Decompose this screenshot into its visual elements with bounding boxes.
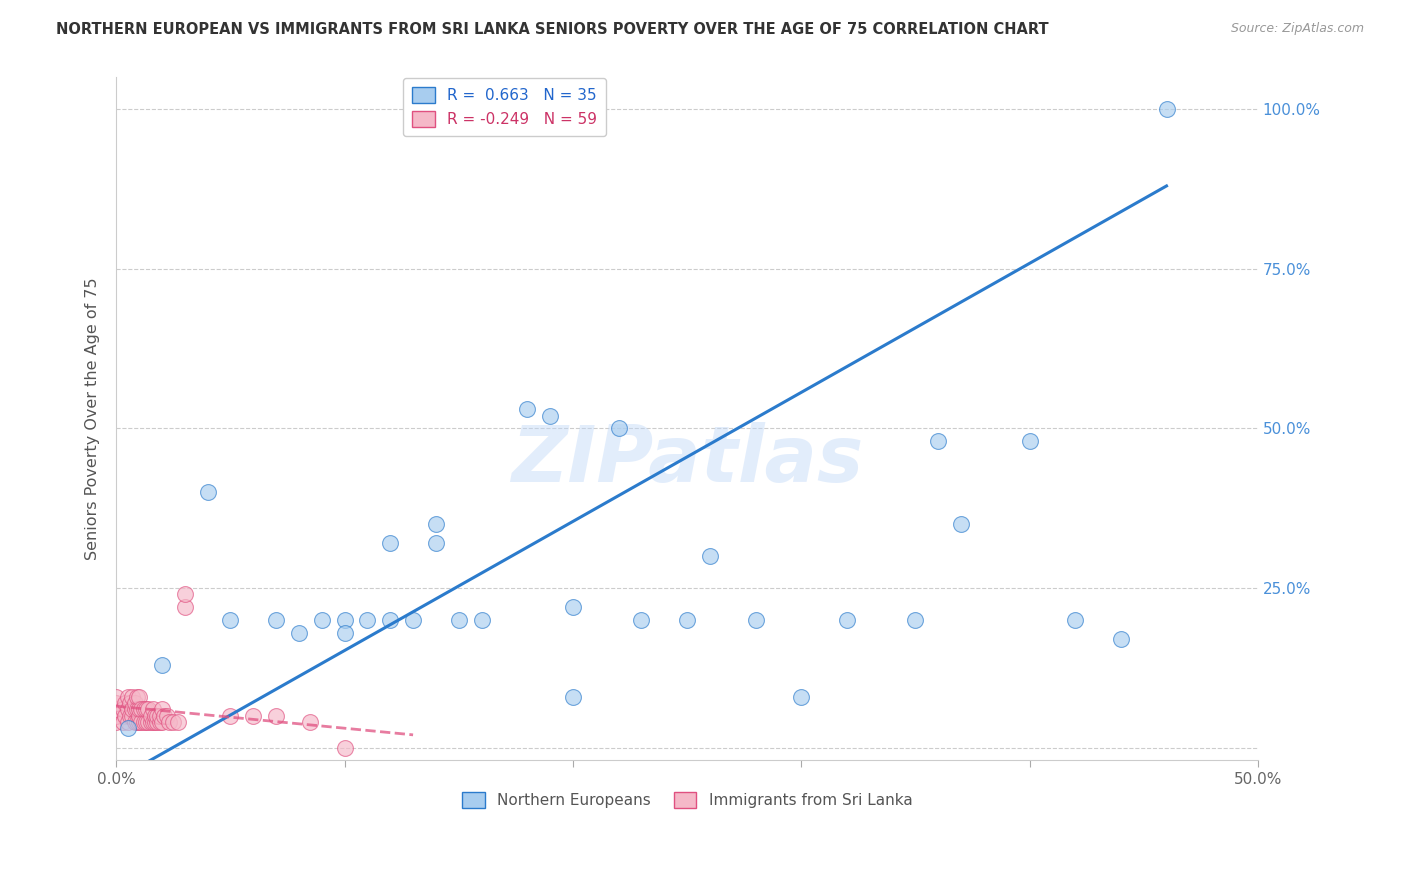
Point: [607, 421, 630, 435]
Point: [105, 715, 128, 730]
Point: [117, 715, 139, 730]
Point: [121, 708, 143, 723]
Point: [950, 517, 973, 532]
Point: [117, 702, 139, 716]
Point: [128, 708, 150, 723]
Point: [219, 613, 242, 627]
Point: [425, 517, 447, 532]
Point: [402, 613, 425, 627]
Point: [311, 613, 333, 627]
Point: [173, 587, 195, 601]
Point: [516, 402, 538, 417]
Point: [676, 613, 699, 627]
Point: [538, 409, 561, 423]
Point: [142, 715, 165, 730]
Point: [105, 696, 128, 710]
Point: [135, 715, 157, 730]
Point: [128, 715, 150, 730]
Point: [173, 600, 195, 615]
Point: [150, 715, 173, 730]
Point: [139, 715, 162, 730]
Point: [118, 696, 141, 710]
Point: [162, 715, 184, 730]
Point: [114, 696, 136, 710]
Point: [471, 613, 494, 627]
Point: [155, 708, 177, 723]
Point: [105, 690, 128, 704]
Point: [380, 613, 402, 627]
Point: [150, 657, 173, 672]
Point: [197, 485, 219, 500]
Point: [112, 702, 135, 716]
Point: [380, 536, 402, 550]
Point: [143, 708, 166, 723]
Point: [1109, 632, 1132, 646]
Point: [128, 690, 150, 704]
Point: [131, 715, 153, 730]
Point: [333, 740, 356, 755]
Point: [125, 702, 148, 716]
Point: [146, 715, 169, 730]
Point: [333, 625, 356, 640]
Point: [114, 708, 136, 723]
Point: [125, 715, 148, 730]
Point: [105, 702, 128, 716]
Point: [112, 715, 135, 730]
Point: [149, 708, 172, 723]
Point: [105, 708, 128, 723]
Point: [561, 600, 583, 615]
Point: [219, 708, 242, 723]
Point: [124, 702, 146, 716]
Point: [333, 613, 356, 627]
Text: Source: ZipAtlas.com: Source: ZipAtlas.com: [1230, 22, 1364, 36]
Point: [149, 715, 172, 730]
Point: [630, 613, 652, 627]
Point: [128, 702, 150, 716]
Point: [142, 702, 165, 716]
Point: [153, 708, 176, 723]
Point: [1018, 434, 1040, 449]
Point: [132, 702, 155, 716]
Point: [132, 715, 155, 730]
Point: [561, 690, 583, 704]
Point: [121, 702, 143, 716]
Point: [299, 715, 322, 730]
Point: [167, 715, 190, 730]
Point: [744, 613, 766, 627]
Point: [242, 708, 264, 723]
Point: [118, 708, 141, 723]
Point: [1064, 613, 1087, 627]
Point: [447, 613, 470, 627]
Point: [904, 613, 927, 627]
Point: [135, 702, 157, 716]
Point: [124, 696, 146, 710]
Point: [143, 715, 166, 730]
Point: [1156, 103, 1178, 117]
Point: [288, 625, 311, 640]
Y-axis label: Seniors Poverty Over the Age of 75: Seniors Poverty Over the Age of 75: [86, 277, 100, 560]
Point: [136, 702, 159, 716]
Point: [139, 708, 162, 723]
Point: [146, 708, 169, 723]
Point: [125, 690, 148, 704]
Point: [927, 434, 949, 449]
Point: [157, 715, 180, 730]
Point: [117, 690, 139, 704]
Point: [264, 708, 287, 723]
Text: ZIPatlas: ZIPatlas: [510, 422, 863, 498]
Point: [136, 715, 159, 730]
Point: [131, 702, 153, 716]
Text: NORTHERN EUROPEAN VS IMMIGRANTS FROM SRI LANKA SENIORS POVERTY OVER THE AGE OF 7: NORTHERN EUROPEAN VS IMMIGRANTS FROM SRI…: [56, 22, 1049, 37]
Legend: Northern Europeans, Immigrants from Sri Lanka: Northern Europeans, Immigrants from Sri …: [456, 786, 918, 814]
Point: [790, 690, 813, 704]
Point: [121, 690, 143, 704]
Point: [699, 549, 721, 563]
Point: [124, 715, 146, 730]
Point: [117, 722, 139, 736]
Point: [356, 613, 378, 627]
Point: [835, 613, 858, 627]
Point: [264, 613, 287, 627]
Point: [150, 702, 173, 716]
Point: [425, 536, 447, 550]
